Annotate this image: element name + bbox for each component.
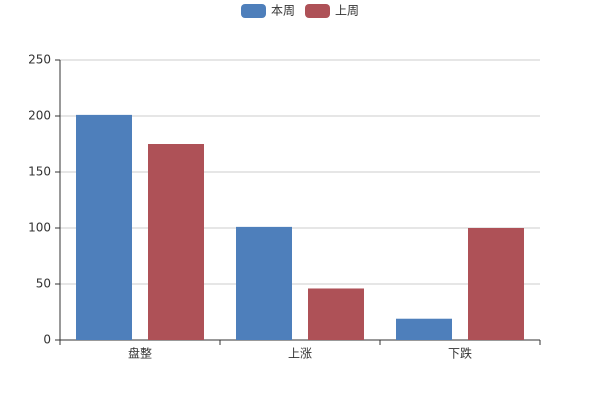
bar (396, 318, 452, 340)
legend-swatch (305, 4, 330, 18)
bar (236, 226, 292, 340)
y-tick-label: 50 (36, 277, 51, 291)
bar (76, 114, 132, 340)
y-tick-label: 0 (43, 333, 51, 347)
bar (468, 228, 524, 340)
x-tick-label: 下跌 (448, 346, 472, 361)
legend-label: 上周 (335, 4, 359, 18)
y-tick-label: 150 (28, 165, 51, 179)
y-tick-label: 250 (28, 53, 51, 67)
y-tick-label: 200 (28, 109, 51, 123)
x-tick-label: 上涨 (288, 346, 312, 361)
legend-swatch (241, 4, 266, 18)
y-tick-label: 100 (28, 221, 51, 235)
bar (148, 144, 204, 340)
x-tick-label: 盘整 (128, 346, 152, 361)
legend-label: 本周 (271, 4, 295, 18)
bar (308, 288, 364, 340)
